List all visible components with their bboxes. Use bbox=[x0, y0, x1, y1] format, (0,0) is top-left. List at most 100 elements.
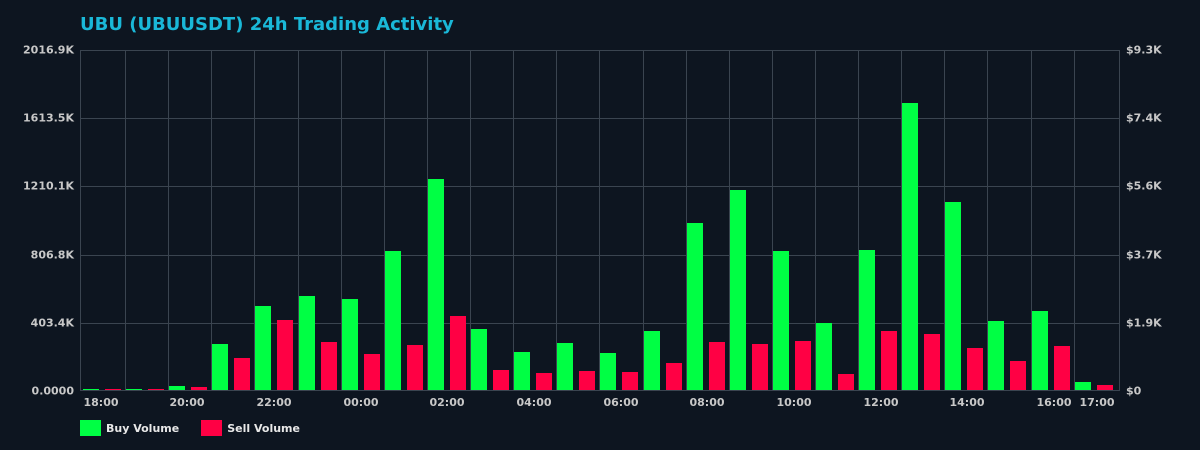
y-tick-left: 403.4K bbox=[30, 316, 74, 330]
buy-bar[interactable] bbox=[255, 305, 272, 390]
grid-line bbox=[944, 51, 946, 390]
x-tick: 08:00 bbox=[689, 396, 725, 409]
sell-bar[interactable] bbox=[622, 372, 639, 390]
grid-line bbox=[599, 51, 601, 390]
grid-line bbox=[168, 51, 170, 390]
grid-line bbox=[383, 51, 385, 390]
buy-bar[interactable] bbox=[557, 343, 574, 390]
sell-bar[interactable] bbox=[449, 315, 466, 390]
buy-bar[interactable] bbox=[902, 102, 919, 390]
sell-bar[interactable] bbox=[234, 358, 251, 390]
grid-line bbox=[513, 51, 515, 390]
buy-bar[interactable] bbox=[212, 344, 229, 390]
buy-bar[interactable] bbox=[772, 251, 789, 390]
x-tick: 22:00 bbox=[256, 396, 292, 409]
sell-bar[interactable] bbox=[708, 341, 725, 390]
sell-bar[interactable] bbox=[967, 348, 984, 390]
buy-bar[interactable] bbox=[600, 352, 617, 390]
grid-line bbox=[340, 51, 342, 390]
grid-line bbox=[987, 51, 989, 390]
y-tick-left: 806.8K bbox=[30, 248, 74, 262]
sell-swatch-icon bbox=[201, 420, 223, 436]
buy-bar[interactable] bbox=[1031, 311, 1048, 390]
plot-area bbox=[80, 50, 1120, 391]
grid-line bbox=[125, 51, 127, 390]
sell-bar[interactable] bbox=[881, 331, 898, 390]
sell-bar[interactable] bbox=[493, 370, 510, 390]
sell-bar[interactable] bbox=[794, 340, 811, 390]
grid-line bbox=[814, 51, 816, 390]
grid-line bbox=[728, 51, 730, 390]
grid-line bbox=[556, 51, 558, 390]
buy-bar[interactable] bbox=[988, 321, 1005, 390]
y-tick-right: $1.9K bbox=[1126, 316, 1162, 330]
buy-bar[interactable] bbox=[427, 179, 444, 390]
grid-line bbox=[211, 51, 213, 390]
buy-swatch-icon bbox=[80, 420, 101, 436]
sell-bar[interactable] bbox=[406, 345, 423, 390]
buy-bar[interactable] bbox=[686, 222, 703, 390]
x-tick: 17:00 bbox=[1079, 396, 1115, 409]
buy-bar[interactable] bbox=[126, 389, 143, 390]
sell-bar[interactable] bbox=[751, 344, 768, 390]
sell-bar[interactable] bbox=[536, 372, 553, 390]
grid-line bbox=[254, 51, 256, 390]
y-tick-right: $9.3K bbox=[1126, 43, 1162, 57]
sell-bar[interactable] bbox=[363, 354, 380, 390]
x-tick: 18:00 bbox=[83, 396, 119, 409]
buy-bar[interactable] bbox=[514, 351, 531, 390]
grid-line bbox=[426, 51, 428, 390]
sell-bar[interactable] bbox=[1010, 360, 1027, 390]
grid-line bbox=[771, 51, 773, 390]
x-tick: 12:00 bbox=[863, 396, 899, 409]
sell-bar[interactable] bbox=[665, 362, 682, 390]
sell-bar[interactable] bbox=[105, 389, 121, 390]
grid-line bbox=[901, 51, 903, 390]
buy-bar[interactable] bbox=[859, 250, 876, 390]
legend: Buy Volume Sell Volume bbox=[80, 420, 322, 436]
sell-bar[interactable] bbox=[1053, 346, 1070, 390]
buy-bar[interactable] bbox=[83, 389, 99, 390]
buy-bar[interactable] bbox=[1074, 382, 1091, 390]
buy-bar[interactable] bbox=[945, 202, 962, 390]
buy-bar[interactable] bbox=[643, 331, 660, 390]
chart-title: UBU (UBUUSDT) 24h Trading Activity bbox=[80, 14, 454, 35]
x-tick: 02:00 bbox=[429, 396, 465, 409]
sell-bar[interactable] bbox=[277, 320, 294, 390]
buy-bar[interactable] bbox=[471, 328, 488, 390]
grid-line bbox=[1073, 51, 1075, 390]
x-tick: 04:00 bbox=[516, 396, 552, 409]
x-tick: 00:00 bbox=[343, 396, 379, 409]
x-tick: 14:00 bbox=[949, 396, 985, 409]
buy-bar[interactable] bbox=[729, 190, 746, 390]
buy-bar[interactable] bbox=[341, 299, 358, 390]
x-tick: 16:00 bbox=[1036, 396, 1072, 409]
x-tick: 06:00 bbox=[603, 396, 639, 409]
y-tick-left: 1210.1K bbox=[23, 179, 74, 193]
sell-bar[interactable] bbox=[191, 387, 208, 390]
buy-bar[interactable] bbox=[815, 323, 832, 390]
sell-bar[interactable] bbox=[148, 389, 165, 390]
y-tick-right: $7.4K bbox=[1126, 111, 1162, 125]
grid-line bbox=[470, 51, 472, 390]
buy-bar[interactable] bbox=[169, 385, 186, 390]
grid-line bbox=[685, 51, 687, 390]
grid-line bbox=[858, 51, 860, 390]
sell-bar[interactable] bbox=[579, 371, 596, 390]
y-tick-left: 1613.5K bbox=[23, 111, 74, 125]
x-tick: 20:00 bbox=[169, 396, 205, 409]
sell-bar[interactable] bbox=[320, 341, 337, 390]
grid-line bbox=[642, 51, 644, 390]
legend-item-sell[interactable]: Sell Volume bbox=[201, 420, 300, 436]
y-tick-left: 0.0000 bbox=[31, 384, 74, 398]
buy-bar[interactable] bbox=[298, 296, 315, 390]
grid-line bbox=[297, 51, 299, 390]
buy-bar[interactable] bbox=[384, 251, 401, 390]
sell-bar[interactable] bbox=[837, 373, 854, 390]
sell-bar[interactable] bbox=[1096, 384, 1113, 390]
y-tick-left: 2016.9K bbox=[23, 43, 74, 57]
legend-item-buy[interactable]: Buy Volume bbox=[80, 420, 179, 436]
y-tick-right: $0 bbox=[1126, 384, 1142, 398]
grid-line bbox=[1030, 51, 1032, 390]
sell-bar[interactable] bbox=[924, 334, 941, 390]
